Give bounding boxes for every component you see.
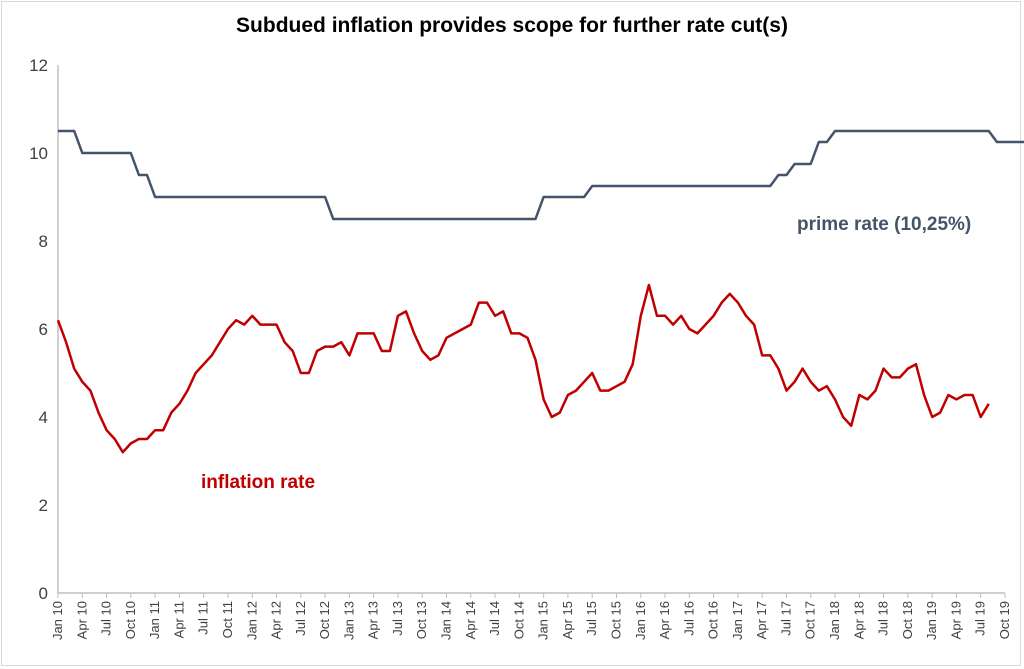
x-tick-label: Oct 13 [414,601,429,639]
x-tick-label: Oct 11 [220,601,235,638]
x-axis-ticks: Jan 10 Apr 10 Jul 10 Oct 10 Jan 11 Apr 11 Jul … [50,593,1012,640]
x-tick-label: Oct 15 [608,601,623,639]
y-tick-label: 2 [39,496,48,515]
inflation-rate-label: inflation rate [201,472,315,493]
x-tick-label: Jul 17 [778,601,793,636]
x-tick-label: Oct 17 [803,601,818,639]
x-tick-label: Jul 10 [99,601,114,636]
x-tick-label: Jan 15 [536,601,551,640]
y-tick-label: 6 [39,320,48,339]
prime-rate-line [58,129,1024,221]
x-tick-label: Apr 16 [657,601,672,639]
x-tick-label: Jan 11 [147,601,162,639]
y-tick-label: 4 [39,408,48,427]
x-tick-label: Oct 19 [997,601,1012,639]
inflation-rate-line [56,283,990,454]
x-tick-label: Apr 17 [754,601,769,639]
x-tick-label: Jan 19 [924,601,939,640]
x-tick-label: Oct 14 [511,601,526,639]
x-tick-label: Jul 13 [390,601,405,636]
x-tick-label: Apr 13 [366,601,381,639]
y-tick-label: 12 [29,56,48,75]
series-layer [56,129,1024,454]
x-tick-label: Jan 12 [244,601,259,640]
x-tick-label: Apr 14 [463,601,478,639]
y-tick-label: 10 [29,144,48,163]
x-tick-label: Apr 12 [269,601,284,639]
y-tick-label: 8 [39,232,48,251]
x-tick-label: Jul 11 [196,601,211,635]
prime-rate-label: prime rate (10,25%) [797,214,971,235]
x-tick-label: Oct 18 [900,601,915,639]
x-tick-label: Jul 12 [293,601,308,636]
y-axis-ticks: 0 2 4 6 8 10 12 [29,56,48,603]
x-tick-label: Apr 10 [74,601,89,639]
x-tick-label: Oct 10 [123,601,138,639]
x-tick-label: Oct 16 [706,601,721,639]
x-tick-label: Jan 18 [827,601,842,640]
x-tick-label: Jan 17 [730,601,745,640]
x-tick-label: Jul 14 [487,601,502,636]
x-tick-label: Jul 16 [681,601,696,636]
x-tick-label: Apr 18 [851,601,866,639]
x-tick-label: Apr 19 [948,601,963,639]
x-tick-label: Jul 18 [876,601,891,636]
x-tick-label: Oct 12 [317,601,332,639]
x-tick-label: Apr 11 [171,601,186,638]
y-tick-label: 0 [39,584,48,603]
x-tick-label: Jan 13 [341,601,356,640]
chart-title: Subdued inflation provides scope for fur… [236,14,788,37]
x-tick-label: Jan 14 [439,601,454,640]
x-tick-label: Apr 15 [560,601,575,639]
x-tick-label: Jan 10 [50,601,65,640]
x-tick-label: Jan 16 [633,601,648,640]
x-tick-label: Jul 19 [973,601,988,636]
x-tick-label: Jul 15 [584,601,599,636]
